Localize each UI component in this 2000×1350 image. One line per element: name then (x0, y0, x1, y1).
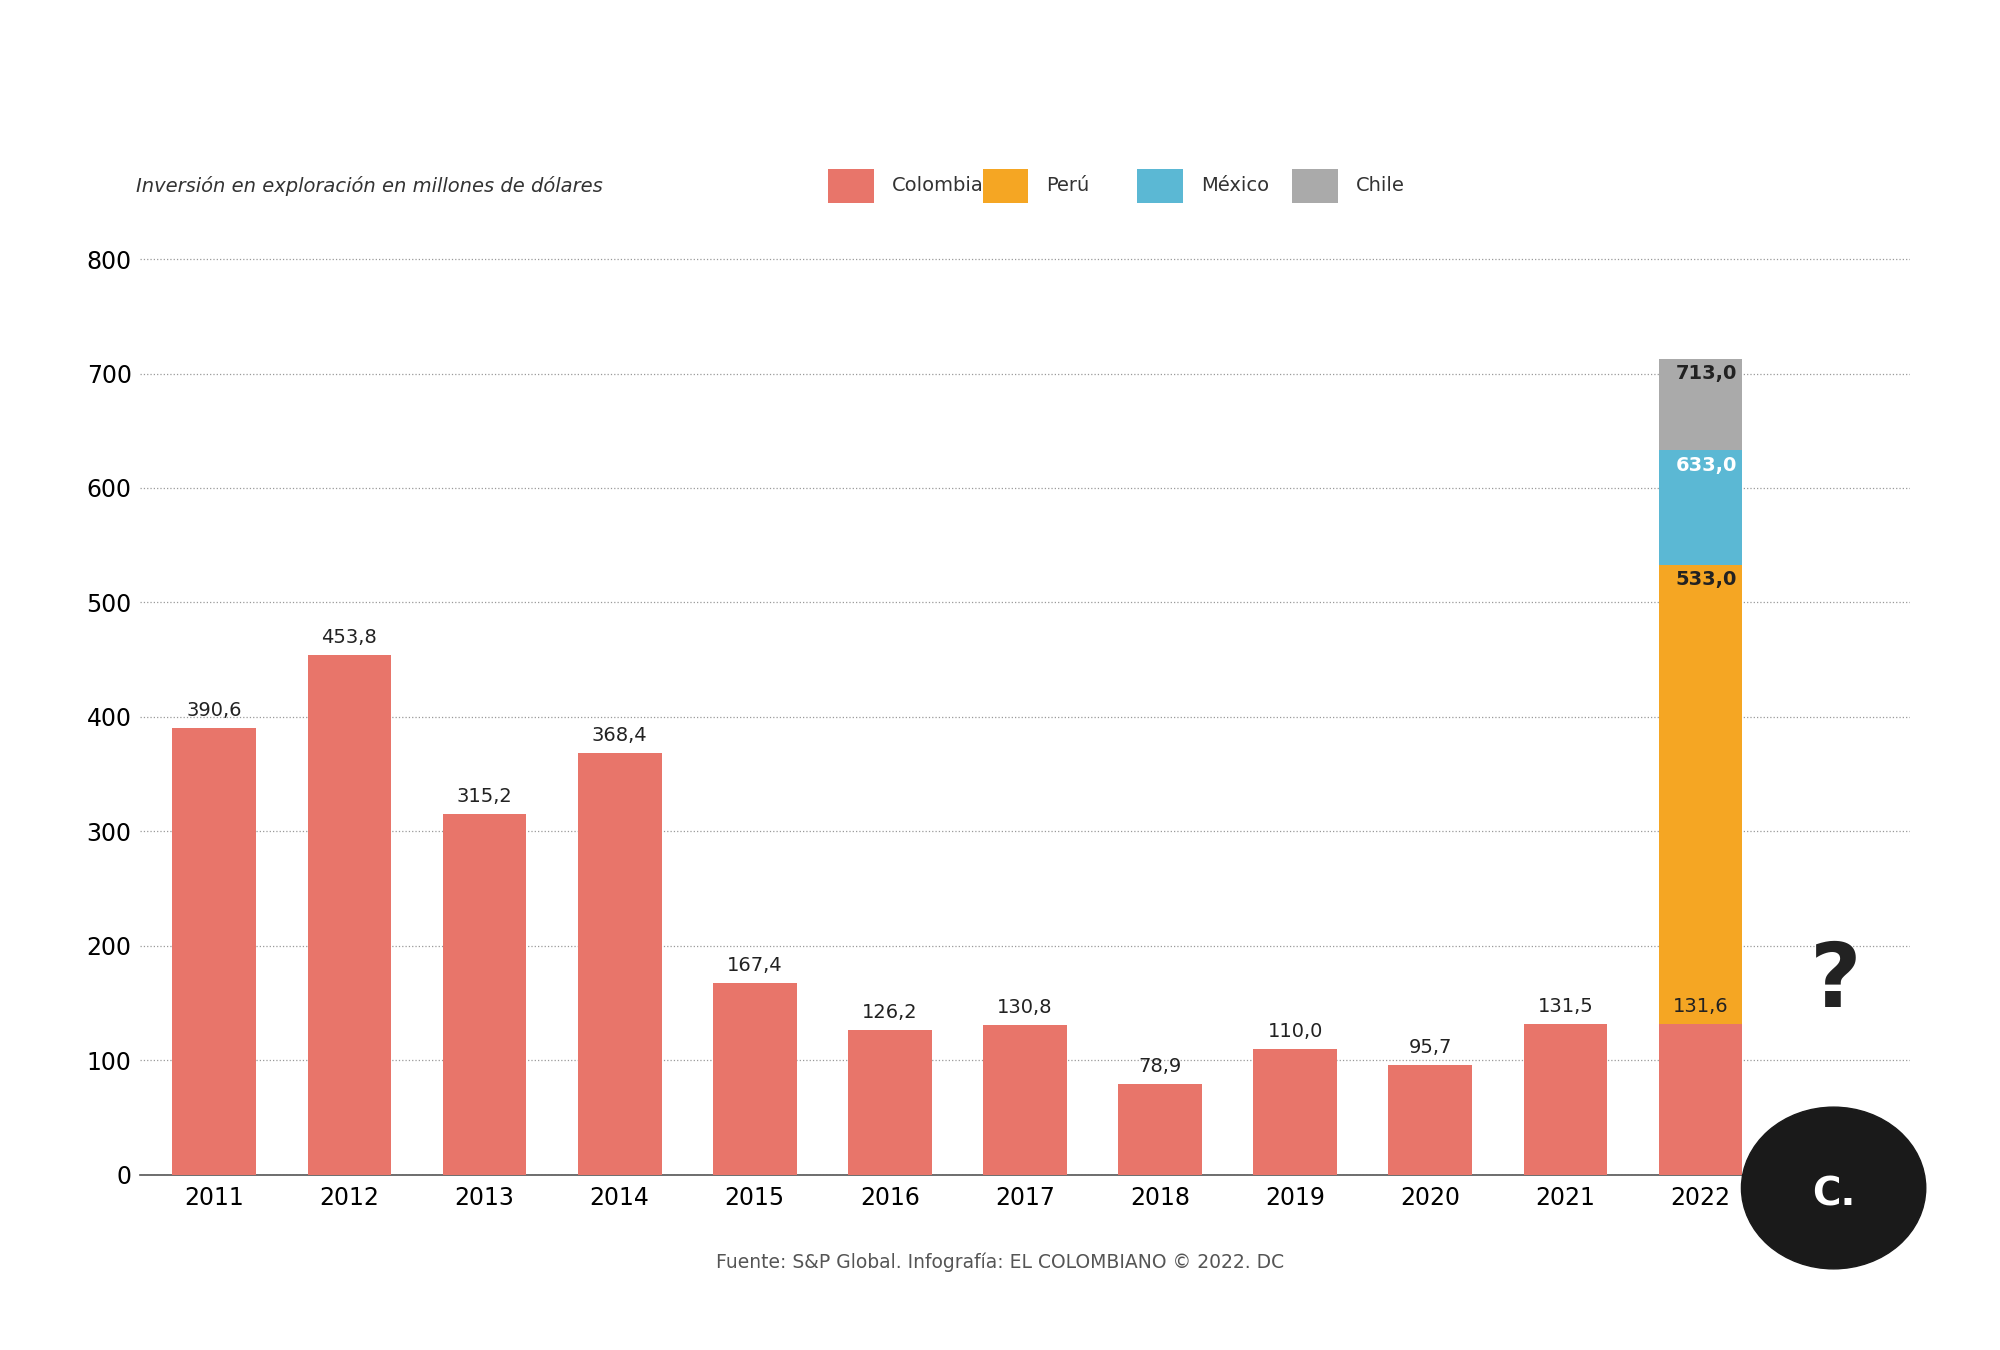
Text: 78,9: 78,9 (1138, 1057, 1182, 1076)
Text: ?: ? (1810, 938, 1862, 1026)
Text: 95,7: 95,7 (1408, 1038, 1452, 1057)
Bar (712, 983, 796, 1174)
Text: Perú: Perú (1046, 176, 1090, 196)
Text: Inversión en exploración en millones de dólares: Inversión en exploración en millones de … (136, 176, 604, 196)
Text: 167,4: 167,4 (726, 956, 782, 975)
Circle shape (1742, 1107, 1926, 1269)
Text: 130,8: 130,8 (998, 998, 1052, 1017)
Text: INCERTIDUMBRE EN LAS INVERSIONES DE EXPLORACIÓN: INCERTIDUMBRE EN LAS INVERSIONES DE EXPL… (302, 70, 1718, 112)
FancyBboxPatch shape (1138, 169, 1182, 202)
Bar (1658, 564, 1742, 1023)
Bar (1658, 359, 1742, 450)
Text: C.: C. (1812, 1176, 1856, 1214)
Bar (1658, 450, 1742, 564)
FancyBboxPatch shape (828, 169, 874, 202)
Bar (172, 728, 256, 1174)
Bar (984, 1025, 1066, 1174)
Bar (848, 1030, 932, 1174)
Text: 126,2: 126,2 (862, 1003, 918, 1022)
Text: 453,8: 453,8 (322, 628, 378, 647)
Text: Colombia: Colombia (892, 176, 984, 196)
Text: 131,6: 131,6 (1672, 996, 1728, 1017)
Text: 315,2: 315,2 (456, 787, 512, 806)
Bar (1254, 1049, 1338, 1174)
Text: Chile: Chile (1356, 176, 1404, 196)
Text: 390,6: 390,6 (186, 701, 242, 720)
Text: 110,0: 110,0 (1268, 1022, 1322, 1041)
Text: 633,0: 633,0 (1676, 456, 1738, 475)
Bar (1388, 1065, 1472, 1174)
Bar (308, 655, 392, 1174)
Text: 713,0: 713,0 (1676, 364, 1738, 383)
Text: 533,0: 533,0 (1676, 570, 1738, 590)
FancyBboxPatch shape (982, 169, 1028, 202)
Text: 131,5: 131,5 (1538, 998, 1594, 1017)
Bar (442, 814, 526, 1174)
Text: 368,4: 368,4 (592, 726, 648, 745)
Bar (1524, 1025, 1608, 1174)
FancyBboxPatch shape (1292, 169, 1338, 202)
Text: Fuente: S&P Global. Infografía: EL COLOMBIANO © 2022. DC: Fuente: S&P Global. Infografía: EL COLOM… (716, 1253, 1284, 1272)
Bar (1118, 1084, 1202, 1174)
Text: México: México (1202, 176, 1270, 196)
Bar (578, 753, 662, 1174)
Bar (1658, 1023, 1742, 1174)
